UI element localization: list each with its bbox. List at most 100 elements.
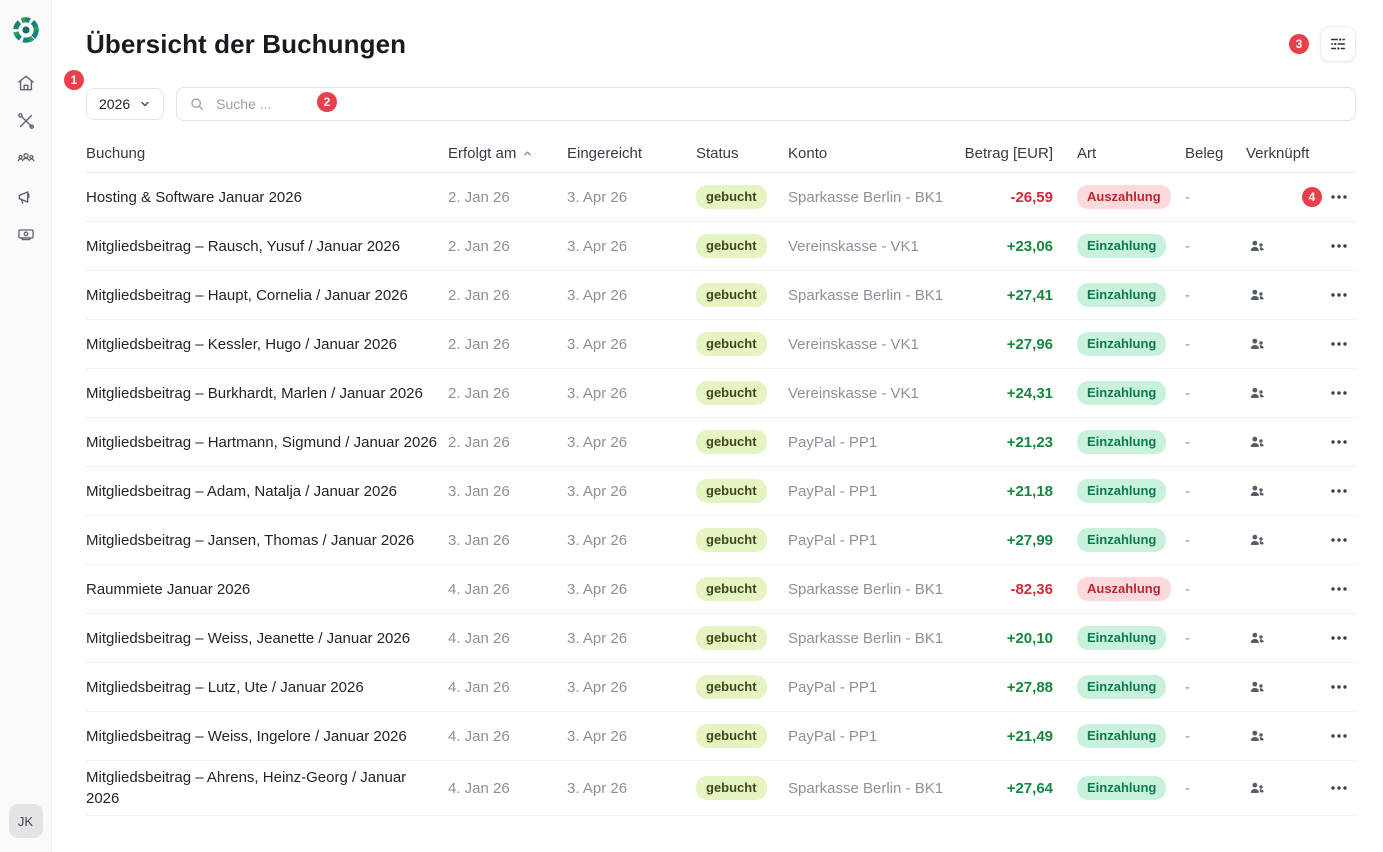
konto-value: Vereinskasse - VK1 bbox=[788, 384, 919, 402]
row-actions-button[interactable] bbox=[1328, 583, 1350, 595]
status-badge: gebucht bbox=[696, 723, 767, 749]
sidebar-item-announcements[interactable] bbox=[10, 185, 42, 209]
filter-settings-button[interactable] bbox=[1320, 26, 1356, 62]
row-actions-button[interactable] bbox=[1328, 485, 1350, 497]
col-header-erfolgt-am[interactable]: Erfolgt am bbox=[448, 145, 567, 162]
booking-title: Mitgliedsbeitrag – Adam, Natalja / Janua… bbox=[86, 482, 398, 500]
col-header-art[interactable]: Art bbox=[1077, 145, 1097, 162]
ellipsis-icon bbox=[1331, 587, 1347, 591]
payments-icon bbox=[17, 229, 34, 241]
row-actions bbox=[1328, 289, 1350, 301]
linked-member-button[interactable] bbox=[1248, 433, 1266, 451]
row-actions bbox=[1328, 338, 1350, 350]
col-header-status[interactable]: Status bbox=[696, 145, 739, 162]
linked-member-button[interactable] bbox=[1248, 629, 1266, 647]
sidebar-item-members[interactable] bbox=[10, 147, 42, 171]
ellipsis-icon bbox=[1331, 244, 1347, 248]
booking-title: Mitgliedsbeitrag – Haupt, Cornelia / Jan… bbox=[86, 286, 408, 304]
table-row[interactable]: Mitgliedsbeitrag – Burkhardt, Marlen / J… bbox=[86, 369, 1356, 418]
art-cell: Einzahlung bbox=[1053, 331, 1185, 357]
col-header-verknuepft[interactable]: Verknüpft bbox=[1246, 145, 1310, 162]
search-input[interactable] bbox=[214, 95, 1343, 113]
konto-value: PayPal - PP1 bbox=[788, 678, 878, 696]
chevron-down-icon bbox=[141, 101, 149, 107]
linked-member-button[interactable] bbox=[1248, 384, 1266, 402]
linked-member-button[interactable] bbox=[1248, 779, 1266, 797]
eingereicht-value: 3. Apr 26 bbox=[567, 779, 628, 797]
row-actions-button[interactable] bbox=[1328, 338, 1350, 350]
col-header-betrag[interactable]: Betrag [EUR] bbox=[964, 145, 1053, 162]
beleg-value: - bbox=[1185, 531, 1190, 549]
row-actions-button[interactable] bbox=[1328, 191, 1350, 203]
konto-value: Sparkasse Berlin - BK1 bbox=[788, 779, 944, 797]
col-header-konto[interactable]: Konto bbox=[788, 145, 828, 162]
col-header-beleg[interactable]: Beleg bbox=[1185, 145, 1224, 162]
row-actions bbox=[1328, 681, 1350, 693]
konto-value: PayPal - PP1 bbox=[788, 482, 878, 500]
linked-member-button[interactable] bbox=[1248, 531, 1266, 549]
erfolgt-am-value: 2. Jan 26 bbox=[448, 335, 510, 353]
linked-member-button[interactable] bbox=[1248, 727, 1266, 745]
row-actions bbox=[1328, 730, 1350, 742]
verknuepft-cell bbox=[1246, 779, 1356, 797]
year-dropdown[interactable]: 2026 bbox=[86, 88, 165, 120]
art-cell: Einzahlung bbox=[1053, 478, 1185, 504]
erfolgt-am-value: 3. Jan 26 bbox=[448, 531, 510, 549]
table-row[interactable]: Mitgliedsbeitrag – Adam, Natalja / Janua… bbox=[86, 467, 1356, 516]
betrag-value: +27,41 bbox=[1006, 286, 1053, 304]
table-row[interactable]: Hosting & Software Januar 2026 2. Jan 26… bbox=[86, 173, 1356, 222]
table-row[interactable]: Mitgliedsbeitrag – Kessler, Hugo / Janua… bbox=[86, 320, 1356, 369]
verknuepft-cell bbox=[1246, 727, 1356, 745]
table-row[interactable]: Mitgliedsbeitrag – Ahrens, Heinz-Georg /… bbox=[86, 761, 1356, 816]
linked-member-button[interactable] bbox=[1248, 335, 1266, 353]
sidebar-item-tools[interactable] bbox=[10, 109, 42, 133]
col-header-buchung[interactable]: Buchung bbox=[86, 145, 146, 162]
linked-member-button[interactable] bbox=[1248, 237, 1266, 255]
table-row[interactable]: Mitgliedsbeitrag – Hartmann, Sigmund / J… bbox=[86, 418, 1356, 467]
row-actions-button[interactable] bbox=[1328, 782, 1350, 794]
row-actions-button[interactable] bbox=[1328, 240, 1350, 252]
linked-member-button[interactable] bbox=[1248, 482, 1266, 500]
eingereicht-value: 3. Apr 26 bbox=[567, 678, 628, 696]
main-content: Übersicht der Buchungen 3 2026 bbox=[52, 0, 1383, 852]
erfolgt-am-value: 2. Jan 26 bbox=[448, 188, 510, 206]
row-actions-button[interactable] bbox=[1328, 730, 1350, 742]
sidebar-item-home[interactable] bbox=[10, 71, 42, 95]
table-row[interactable]: Raummiete Januar 2026 4. Jan 26 3. Apr 2… bbox=[86, 565, 1356, 614]
linked-member-icon bbox=[1250, 338, 1264, 349]
status-cell: gebucht bbox=[696, 625, 788, 651]
linked-member-icon bbox=[1250, 289, 1264, 300]
eingereicht-value: 3. Apr 26 bbox=[567, 727, 628, 745]
beleg-value: - bbox=[1185, 384, 1190, 402]
linked-member-button[interactable] bbox=[1248, 678, 1266, 696]
row-actions-button[interactable] bbox=[1328, 632, 1350, 644]
linked-member-button[interactable] bbox=[1248, 286, 1266, 304]
ellipsis-icon bbox=[1331, 293, 1347, 297]
table-row[interactable]: Mitgliedsbeitrag – Weiss, Jeanette / Jan… bbox=[86, 614, 1356, 663]
user-avatar[interactable]: JK bbox=[8, 804, 43, 838]
betrag-value: +27,88 bbox=[1006, 678, 1053, 696]
row-actions-button[interactable] bbox=[1328, 436, 1350, 448]
verknuepft-cell bbox=[1246, 286, 1356, 304]
ellipsis-icon bbox=[1331, 391, 1347, 395]
row-actions-button[interactable] bbox=[1328, 534, 1350, 546]
row-actions bbox=[1328, 782, 1350, 794]
row-actions-button[interactable] bbox=[1328, 289, 1350, 301]
status-badge: gebucht bbox=[696, 674, 767, 700]
sidebar-item-payments[interactable] bbox=[10, 223, 42, 247]
ellipsis-icon bbox=[1331, 440, 1347, 444]
verknuepft-cell bbox=[1246, 629, 1356, 647]
home-icon bbox=[17, 75, 34, 91]
betrag-value: -26,59 bbox=[1010, 188, 1053, 206]
table-row[interactable]: Mitgliedsbeitrag – Lutz, Ute / Januar 20… bbox=[86, 663, 1356, 712]
col-header-eingereicht[interactable]: Eingereicht bbox=[567, 145, 643, 162]
annotation-badge-4: 4 bbox=[1302, 187, 1322, 207]
search-icon bbox=[191, 98, 204, 111]
konto-value: PayPal - PP1 bbox=[788, 433, 878, 451]
table-row[interactable]: Mitgliedsbeitrag – Haupt, Cornelia / Jan… bbox=[86, 271, 1356, 320]
row-actions-button[interactable] bbox=[1328, 681, 1350, 693]
table-row[interactable]: Mitgliedsbeitrag – Jansen, Thomas / Janu… bbox=[86, 516, 1356, 565]
table-row[interactable]: Mitgliedsbeitrag – Weiss, Ingelore / Jan… bbox=[86, 712, 1356, 761]
row-actions-button[interactable] bbox=[1328, 387, 1350, 399]
table-row[interactable]: Mitgliedsbeitrag – Rausch, Yusuf / Janua… bbox=[86, 222, 1356, 271]
